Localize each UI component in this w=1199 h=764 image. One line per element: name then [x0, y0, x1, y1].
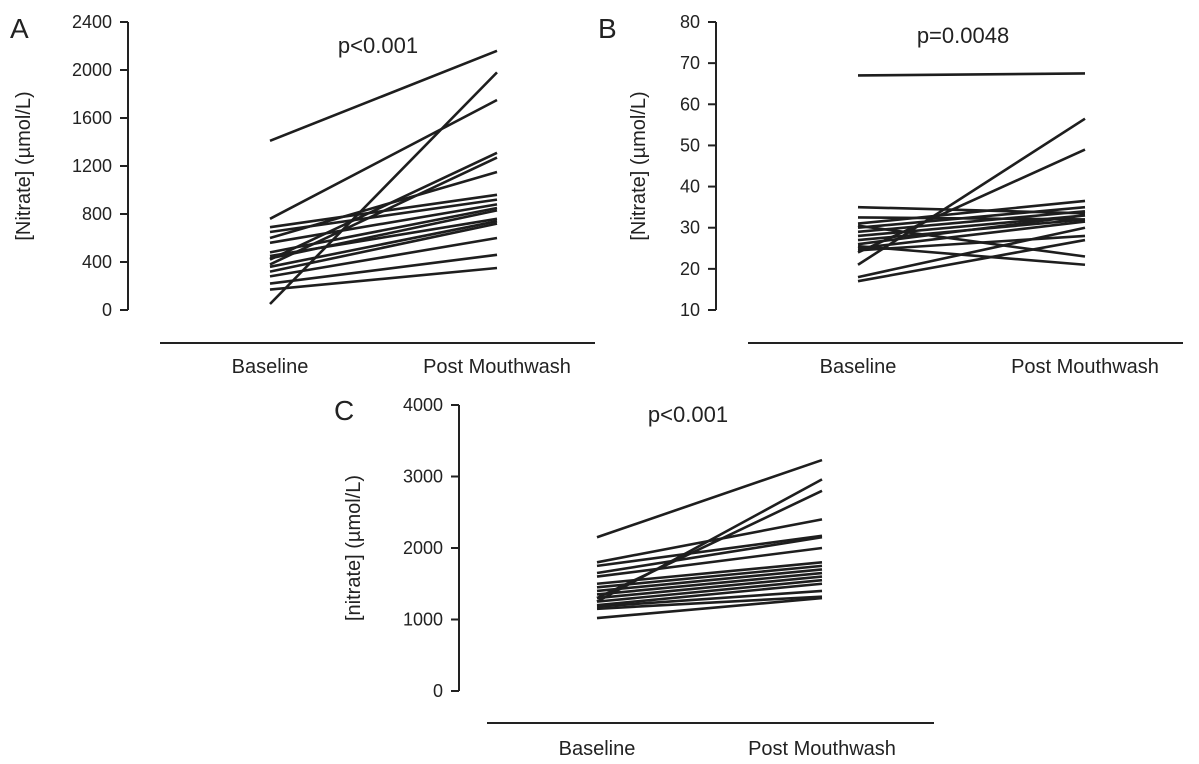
- paired-series-line: [269, 206, 498, 254]
- paired-series-line: [269, 198, 498, 234]
- panel-a: A 0 400 800 1200 1600 2000 2400 [Nitrate] (µmol/…: [10, 12, 595, 378]
- paired-series-line: [269, 253, 498, 285]
- category-label: Baseline: [820, 356, 897, 378]
- paired-series-line: [269, 217, 498, 258]
- paired-series-line: [857, 214, 1086, 238]
- category-label: Post Mouthwash: [1011, 356, 1159, 378]
- paired-series-line: [596, 575, 823, 600]
- paired-series-line: [269, 236, 498, 278]
- paired-series-line: [269, 222, 498, 273]
- y-tick-label: 0: [102, 300, 112, 320]
- y-tick-label: 10: [680, 300, 700, 320]
- y-tick-label: 1200: [72, 156, 112, 176]
- p-value-annotation: p=0.0048: [917, 23, 1009, 48]
- paired-series-line: [857, 205, 1086, 215]
- y-tick-label: 4000: [403, 395, 443, 415]
- y-tick-label: 3000: [403, 467, 443, 487]
- paired-series-line: [596, 489, 823, 600]
- paired-series-line: [857, 199, 1086, 225]
- y-tick-label: 80: [680, 12, 700, 32]
- y-tick-label: 800: [82, 204, 112, 224]
- paired-series-line: [857, 72, 1086, 77]
- paired-series-line: [857, 226, 1086, 279]
- panel-b: B 10 20 30 40 50 60 70 80 [Nitrate] (µmol/L) Basel…: [598, 12, 1183, 378]
- category-label: Post Mouthwash: [748, 738, 896, 760]
- paired-series-line: [596, 578, 823, 603]
- paired-series-line: [269, 266, 498, 291]
- paired-series-line: [596, 582, 823, 607]
- panel-label: C: [334, 395, 354, 426]
- y-tick-label: 50: [680, 135, 700, 155]
- y-axis-label: [Nitrate] (µmol/L): [13, 91, 35, 240]
- paired-series-line: [596, 535, 823, 575]
- paired-series-line: [596, 568, 823, 593]
- paired-series-line: [269, 203, 498, 245]
- y-tick-label: 400: [82, 252, 112, 272]
- p-value-annotation: p<0.001: [338, 33, 418, 58]
- y-tick-label: 2400: [72, 12, 112, 32]
- paired-series-line: [596, 546, 823, 578]
- paired-series-line: [596, 571, 823, 596]
- paired-series-line: [857, 214, 1086, 246]
- y-tick-label: 1600: [72, 108, 112, 128]
- paired-series-line: [857, 238, 1086, 283]
- paired-series-line: [269, 193, 498, 229]
- y-axis-label: [Nitrate] (µmol/L): [628, 91, 650, 240]
- paired-series-line: [596, 596, 823, 620]
- paired-series-line: [269, 71, 498, 305]
- paired-series-line: [596, 561, 823, 586]
- y-tick-label: 70: [680, 53, 700, 73]
- paired-series-line: [269, 219, 498, 269]
- y-tick-label: 60: [680, 94, 700, 114]
- category-label: Baseline: [559, 738, 636, 760]
- category-label: Post Mouthwash: [423, 356, 571, 378]
- paired-series-line: [857, 220, 1086, 250]
- y-tick-label: 0: [433, 681, 443, 701]
- y-axis-label: [nitrate] (µmol/L): [343, 475, 365, 621]
- paired-series-line: [857, 209, 1086, 234]
- p-value-annotation: p<0.001: [648, 402, 728, 427]
- paired-series-line: [857, 244, 1086, 267]
- paired-series-line: [596, 589, 823, 608]
- panel-label: B: [598, 13, 617, 44]
- paired-series-line: [857, 148, 1086, 254]
- paired-series-line: [596, 458, 823, 539]
- y-tick-label: 2000: [403, 538, 443, 558]
- y-tick-label: 30: [680, 218, 700, 238]
- y-tick-label: 2000: [72, 60, 112, 80]
- category-label: Baseline: [232, 356, 309, 378]
- panel-label: A: [10, 13, 29, 44]
- y-tick-label: 40: [680, 177, 700, 197]
- paired-series-line: [596, 564, 823, 589]
- paired-series-line: [596, 595, 823, 611]
- y-tick-label: 20: [680, 259, 700, 279]
- paired-series-line: [857, 224, 1086, 258]
- panel-c: C 0 1000 2000 3000 4000 [nitrate] (µmol/L) Base…: [334, 395, 934, 760]
- paired-series-line: [596, 518, 823, 564]
- paired-series-line: [596, 534, 823, 568]
- paired-series-line: [857, 205, 1086, 230]
- paired-series-line: [269, 98, 498, 220]
- paired-series-line: [857, 234, 1086, 252]
- y-tick-label: 1000: [403, 610, 443, 630]
- paired-series-line: [269, 49, 498, 143]
